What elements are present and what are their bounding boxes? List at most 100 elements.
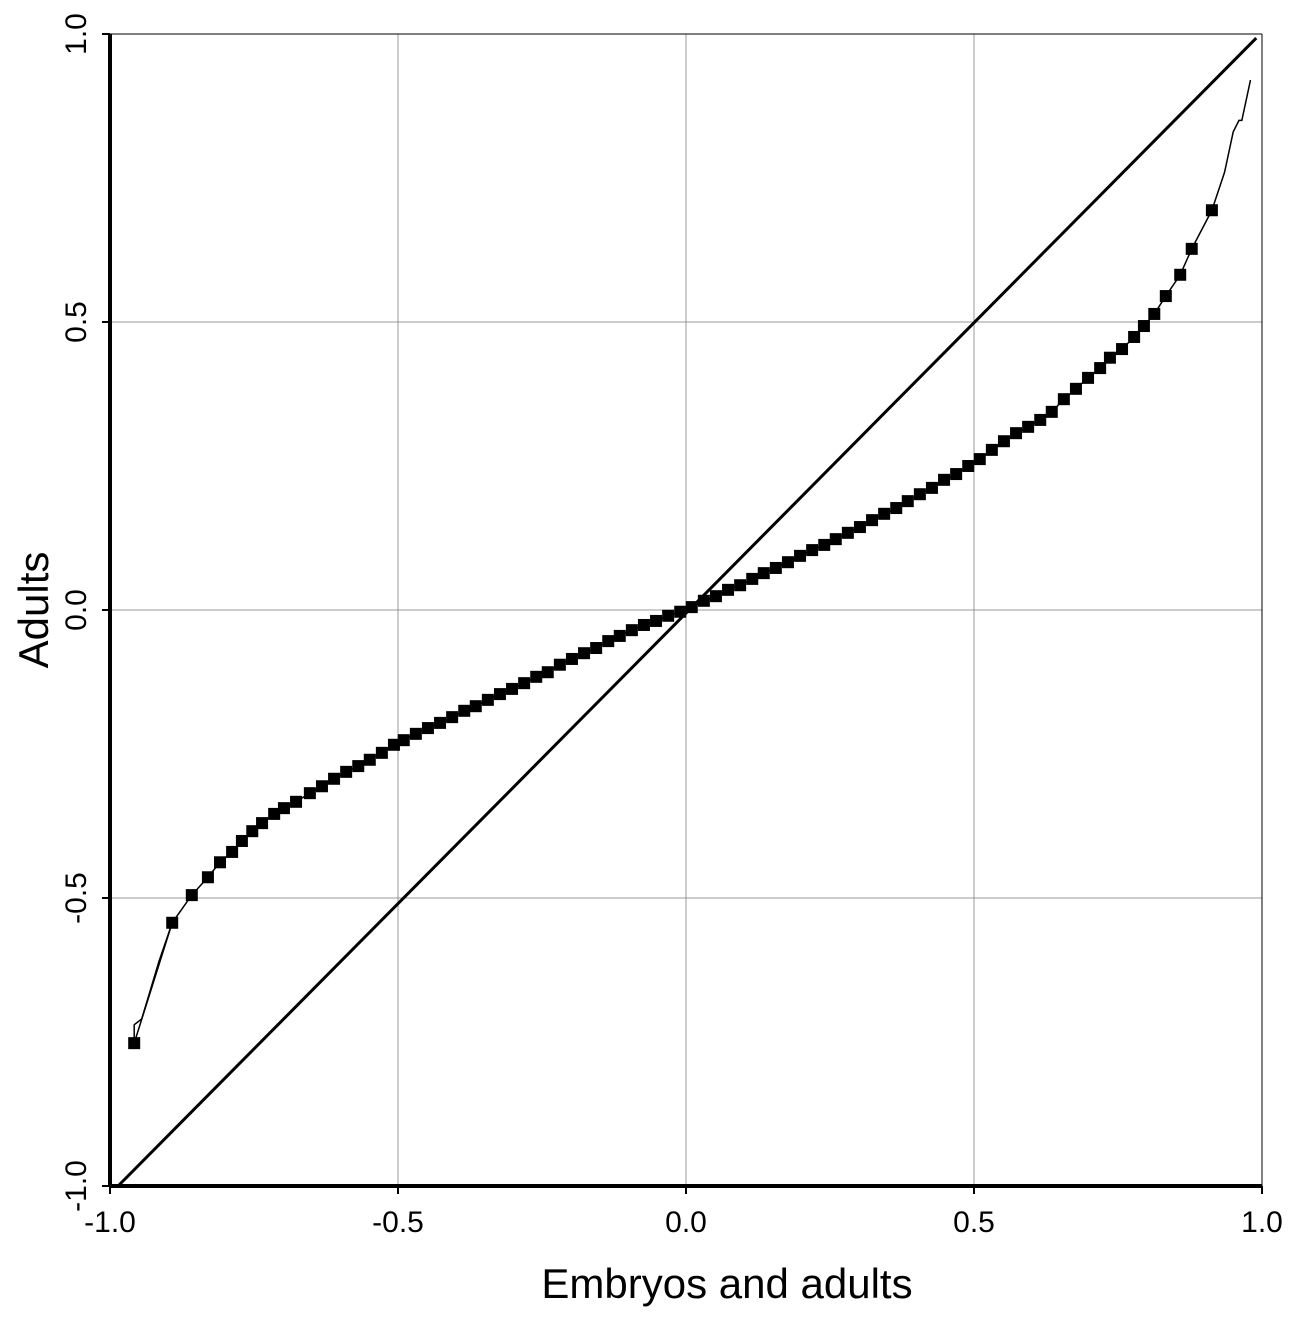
y-tick-label: 0.5 — [60, 301, 93, 343]
marker — [1057, 393, 1070, 406]
marker — [1128, 330, 1141, 343]
series-line — [133, 922, 173, 1044]
marker — [328, 772, 341, 785]
marker — [235, 834, 248, 847]
marker — [268, 807, 281, 820]
marker — [878, 507, 891, 520]
marker — [685, 601, 698, 614]
marker — [1174, 268, 1187, 281]
marker — [303, 787, 316, 800]
marker — [901, 495, 914, 508]
marker — [530, 670, 543, 683]
marker — [962, 460, 975, 472]
marker — [434, 716, 447, 729]
marker — [315, 780, 328, 793]
marker — [506, 682, 519, 695]
marker — [709, 590, 722, 603]
marker — [637, 618, 650, 631]
marker — [352, 760, 365, 773]
marker — [997, 435, 1010, 448]
marker — [256, 817, 269, 830]
marker — [397, 734, 410, 747]
marker — [925, 481, 938, 494]
y-tick-label: -0.5 — [60, 872, 93, 924]
marker — [973, 453, 986, 466]
marker — [829, 533, 842, 546]
marker — [613, 629, 626, 642]
marker — [1116, 343, 1129, 356]
marker — [1022, 420, 1035, 433]
marker — [553, 658, 566, 671]
marker — [290, 795, 303, 808]
marker — [734, 579, 747, 592]
marker — [1034, 413, 1047, 426]
marker — [409, 727, 422, 740]
marker — [590, 642, 603, 655]
marker — [757, 567, 770, 580]
marker — [722, 583, 735, 596]
marker — [1148, 307, 1161, 320]
marker — [363, 753, 376, 766]
marker — [794, 549, 807, 562]
marker — [277, 802, 290, 815]
marker — [806, 544, 819, 557]
marker — [1010, 427, 1023, 440]
marker — [1185, 242, 1198, 255]
marker — [387, 738, 400, 751]
marker — [565, 652, 578, 665]
marker — [246, 825, 259, 838]
marker — [1094, 362, 1107, 375]
marker — [481, 693, 494, 706]
marker — [985, 443, 998, 456]
marker — [493, 688, 506, 701]
marker — [1069, 382, 1082, 395]
marker — [201, 871, 214, 884]
marker — [866, 514, 879, 527]
marker — [375, 746, 388, 759]
marker — [518, 677, 531, 690]
marker — [1082, 371, 1095, 384]
marker — [853, 521, 866, 534]
marker — [1137, 320, 1150, 333]
marker — [890, 502, 903, 515]
x-axis-title: Embryos and adults — [541, 1260, 912, 1307]
marker — [214, 856, 227, 869]
x-tick-label: 1.0 — [1241, 1206, 1283, 1239]
marker — [841, 526, 854, 539]
x-tick-label: 0.0 — [665, 1206, 707, 1239]
marker — [662, 609, 675, 622]
y-axis-title: Adults — [10, 552, 57, 669]
marker — [340, 765, 353, 778]
marker — [674, 605, 687, 618]
marker — [697, 594, 710, 607]
marker — [458, 704, 471, 717]
marker — [781, 556, 794, 569]
marker — [578, 647, 591, 660]
marker — [541, 666, 554, 679]
marker — [1045, 405, 1058, 418]
marker — [938, 473, 951, 486]
y-tick-label: 1.0 — [60, 13, 93, 55]
x-tick-label: 0.5 — [953, 1206, 995, 1239]
x-tick-label: -0.5 — [372, 1206, 424, 1239]
marker — [446, 711, 459, 724]
marker — [421, 722, 434, 735]
y-tick-label: 0.0 — [60, 589, 93, 631]
marker — [625, 624, 638, 637]
marker — [185, 889, 198, 902]
marker — [602, 635, 615, 648]
marker — [469, 700, 482, 713]
series-line — [1211, 79, 1252, 211]
marker — [1103, 351, 1116, 364]
marker — [650, 614, 663, 627]
marker — [818, 538, 831, 551]
y-tick-label: -1.0 — [60, 1160, 93, 1212]
marker — [950, 468, 963, 481]
marker — [746, 572, 759, 585]
marker — [913, 488, 926, 501]
marker — [769, 561, 782, 574]
x-tick-label: -1.0 — [84, 1206, 136, 1239]
marker — [226, 845, 239, 858]
marker — [1159, 290, 1172, 303]
